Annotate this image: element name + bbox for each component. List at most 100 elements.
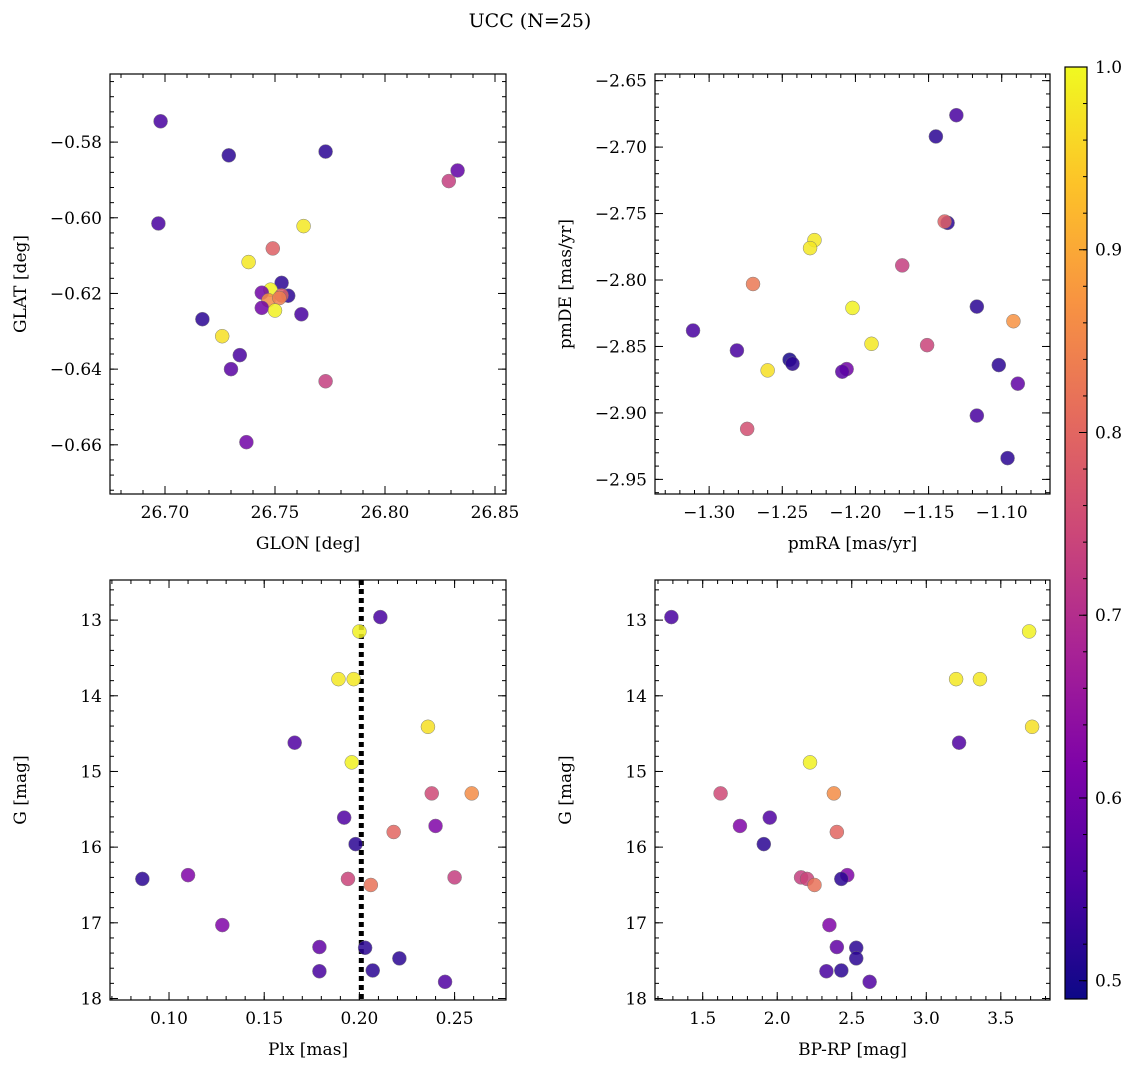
axes-frame xyxy=(109,579,507,1001)
x-axis-label: Plx [mas] xyxy=(268,1040,348,1060)
y-tick-label: 18 xyxy=(80,989,102,1009)
data-point xyxy=(948,671,964,687)
data-point xyxy=(420,719,436,735)
data-point xyxy=(239,434,254,450)
x-tick-label: −1.10 xyxy=(976,503,1028,523)
data-point xyxy=(363,877,379,893)
data-point xyxy=(1000,450,1015,466)
data-point xyxy=(373,609,388,625)
data-point xyxy=(223,361,239,377)
data-point xyxy=(834,963,849,978)
y-tick-label: −0.66 xyxy=(50,436,102,456)
data-point xyxy=(951,735,967,750)
y-tick-label: −2.75 xyxy=(595,205,647,225)
data-point xyxy=(296,218,311,234)
colorbar-frame xyxy=(1064,66,1088,1000)
data-point xyxy=(254,300,270,316)
y-tick-label: −0.62 xyxy=(50,284,102,304)
x-tick-label: −1.25 xyxy=(756,503,808,523)
data-point xyxy=(153,114,168,129)
data-point xyxy=(664,609,679,625)
y-tick-label: 15 xyxy=(80,762,102,782)
data-point xyxy=(336,810,352,825)
data-point xyxy=(745,276,761,292)
data-point xyxy=(807,877,822,893)
y-tick-label: 15 xyxy=(625,762,647,782)
data-point xyxy=(352,624,367,639)
y-tick-label: −2.80 xyxy=(595,271,647,291)
x-tick-label: 3.0 xyxy=(913,1009,940,1029)
data-point xyxy=(991,357,1007,373)
scatter-panel-3: 0.10 0.15 0.20 0.25 13 14 15 16 17 18 Plx [mas] G [… xyxy=(11,579,507,1060)
x-tick-label: −1.20 xyxy=(829,503,881,523)
data-point xyxy=(928,129,944,144)
y-tick-label: 14 xyxy=(80,687,102,707)
x-tick-label: 1.5 xyxy=(689,1009,716,1029)
data-point xyxy=(822,917,837,933)
figure-title: UCC (N=25) xyxy=(469,10,592,32)
data-point xyxy=(802,240,818,256)
data-point xyxy=(834,871,849,887)
data-point xyxy=(312,963,327,979)
y-tick-label: −2.65 xyxy=(595,72,647,92)
data-point xyxy=(894,258,910,273)
y-tick-label: 18 xyxy=(625,989,647,1009)
data-point xyxy=(835,364,850,379)
y-axis-label: pmDE [mas/yr] xyxy=(556,219,576,349)
data-point xyxy=(348,836,363,852)
data-point xyxy=(829,939,845,955)
data-point xyxy=(739,421,755,437)
x-tick-label: 26.80 xyxy=(361,503,410,523)
x-tick-label: 0.10 xyxy=(150,1009,188,1029)
y-tick-label: −2.95 xyxy=(595,470,647,490)
data-point xyxy=(949,107,964,123)
data-point xyxy=(848,951,864,966)
data-point xyxy=(135,871,150,887)
y-tick-label: 16 xyxy=(80,838,102,858)
data-point xyxy=(267,303,283,318)
colorbar-tick-label: 0.8 xyxy=(1095,423,1122,443)
data-point xyxy=(1024,719,1040,735)
data-point xyxy=(969,299,985,314)
data-point xyxy=(972,671,988,687)
axes-frame xyxy=(654,73,1051,495)
axes-frame xyxy=(109,73,507,495)
data-point xyxy=(762,810,778,825)
x-tick-label: 2.5 xyxy=(838,1009,865,1029)
y-tick-label: −2.90 xyxy=(595,404,647,424)
data-point xyxy=(241,254,256,270)
data-point xyxy=(265,241,281,256)
data-point xyxy=(756,836,772,852)
y-tick-label: −0.64 xyxy=(50,360,102,380)
scatter-panel-1: 26.70 26.75 26.80 26.85 −0.66 −0.64 −0.62 −0.60… xyxy=(11,73,520,554)
data-point xyxy=(357,940,373,956)
x-tick-label: 26.75 xyxy=(251,503,300,523)
data-point xyxy=(829,824,845,840)
data-point xyxy=(428,818,443,834)
x-tick-label: 26.85 xyxy=(471,503,520,523)
data-point xyxy=(346,671,361,687)
data-point xyxy=(450,163,465,178)
data-point xyxy=(195,311,210,327)
colorbar-tick-label: 1.0 xyxy=(1095,58,1122,78)
data-point xyxy=(862,974,877,990)
data-point xyxy=(151,216,166,231)
data-point xyxy=(287,735,302,750)
x-tick-label: −1.15 xyxy=(903,503,955,523)
y-tick-label: −2.85 xyxy=(595,337,647,357)
data-point xyxy=(802,755,818,770)
data-point xyxy=(331,671,346,687)
y-tick-label: 17 xyxy=(625,914,647,934)
x-axis-label: GLON [deg] xyxy=(256,534,360,554)
x-tick-label: 0.20 xyxy=(340,1009,378,1029)
y-tick-label: 16 xyxy=(625,838,647,858)
x-tick-label: 26.70 xyxy=(141,503,190,523)
data-point xyxy=(221,148,237,163)
data-point xyxy=(826,786,842,801)
data-point xyxy=(732,818,748,834)
colorbar: 0.5 0.6 0.7 0.8 0.9 1.0 xyxy=(1064,58,1122,1000)
x-tick-label: 0.25 xyxy=(436,1009,474,1029)
data-point xyxy=(1010,376,1026,391)
data-point xyxy=(760,363,775,378)
